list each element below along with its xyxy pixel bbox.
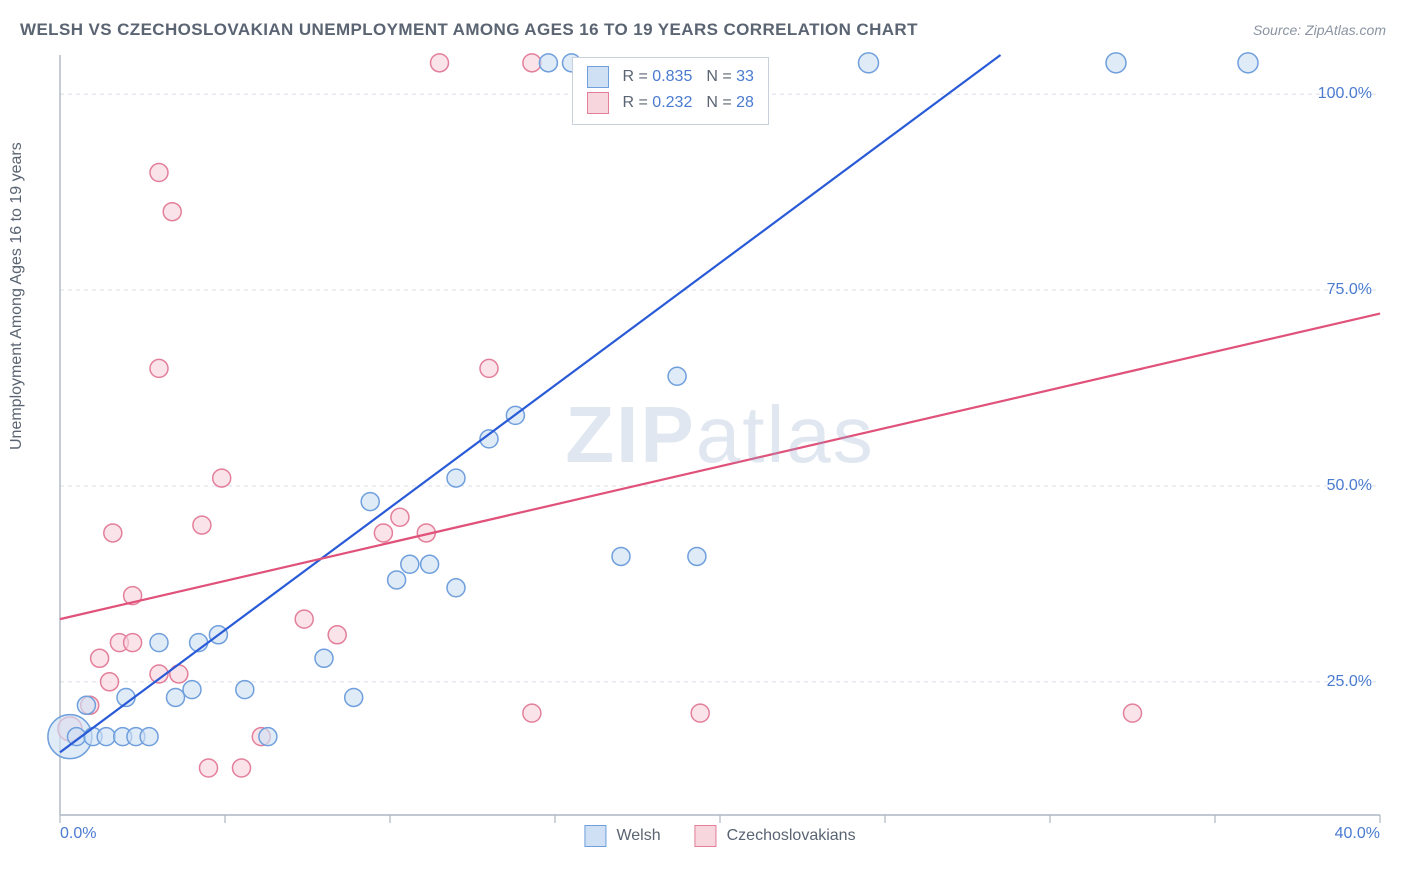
plot-area: ZIPatlas R = 0.835N = 33R = 0.232N = 28 …	[60, 55, 1380, 815]
x-tick-label: 40.0%	[1335, 825, 1380, 843]
title-bar: WELSH VS CZECHOSLOVAKIAN UNEMPLOYMENT AM…	[20, 18, 1386, 42]
y-axis-label: Unemployment Among Ages 16 to 19 years	[8, 142, 26, 450]
legend-swatch	[695, 825, 717, 847]
n-stat: N = 33	[706, 68, 754, 86]
scatter-plot-svg	[60, 55, 1380, 815]
n-stat: N = 28	[706, 94, 754, 112]
y-tick-label: 75.0%	[1327, 281, 1372, 299]
legend-bottom: Welsh Czechoslovakians	[584, 825, 855, 847]
legend-label: Welsh	[616, 827, 660, 845]
x-tick-label: 0.0%	[60, 825, 96, 843]
y-tick-label: 100.0%	[1318, 85, 1372, 103]
stats-row: R = 0.835 N = 33	[587, 64, 754, 90]
legend-item: Welsh	[584, 825, 660, 847]
source-label: Source: ZipAtlas.com	[1253, 22, 1386, 38]
chart-title: WELSH VS CZECHOSLOVAKIAN UNEMPLOYMENT AM…	[20, 20, 918, 40]
legend-item: Czechoslovakians	[695, 825, 856, 847]
series-swatch	[587, 66, 609, 88]
legend-swatch	[584, 825, 606, 847]
stats-box: R = 0.835 N = 33 R = 0.232 N = 28	[572, 57, 769, 125]
stats-row: R = 0.232 N = 28	[587, 90, 754, 116]
legend-label: Czechoslovakians	[727, 827, 856, 845]
y-tick-label: 25.0%	[1327, 673, 1372, 691]
y-tick-label: 50.0%	[1327, 477, 1372, 495]
r-stat: R = 0.232	[623, 94, 693, 112]
chart-container: WELSH VS CZECHOSLOVAKIAN UNEMPLOYMENT AM…	[0, 0, 1406, 892]
r-stat: R = 0.835	[623, 68, 693, 86]
series-swatch	[587, 92, 609, 114]
